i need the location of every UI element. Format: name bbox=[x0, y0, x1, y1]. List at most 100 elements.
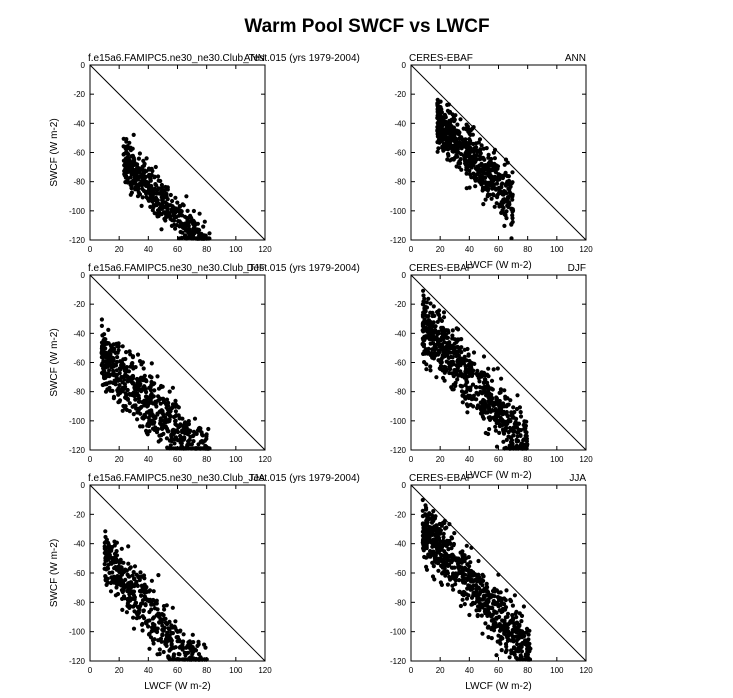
data-point bbox=[432, 555, 438, 560]
data-point bbox=[148, 177, 153, 182]
data-point bbox=[510, 603, 515, 608]
data-point bbox=[439, 345, 444, 350]
x-tick-label: 0 bbox=[409, 455, 414, 464]
data-point bbox=[502, 404, 507, 409]
data-point bbox=[455, 154, 460, 159]
data-point bbox=[141, 169, 146, 174]
data-point bbox=[189, 442, 194, 447]
data-point bbox=[451, 374, 456, 379]
data-point bbox=[166, 403, 171, 408]
data-point bbox=[518, 433, 523, 438]
data-point bbox=[460, 553, 465, 558]
data-point bbox=[139, 203, 144, 208]
data-point bbox=[480, 176, 485, 181]
data-point bbox=[134, 387, 139, 392]
data-point bbox=[455, 364, 460, 369]
panel-title-right: JJA bbox=[569, 473, 586, 484]
x-tick-label: 100 bbox=[550, 455, 564, 464]
data-point bbox=[142, 179, 148, 184]
data-point bbox=[138, 570, 143, 575]
x-tick-label: 20 bbox=[436, 245, 445, 254]
y-tick-label: -100 bbox=[390, 628, 407, 637]
data-point bbox=[130, 361, 135, 366]
data-point bbox=[500, 417, 505, 422]
data-point bbox=[446, 330, 451, 335]
data-point bbox=[504, 588, 509, 593]
data-point bbox=[509, 413, 514, 418]
data-point bbox=[139, 574, 144, 579]
data-point bbox=[503, 411, 508, 416]
data-point bbox=[460, 571, 465, 576]
data-point bbox=[196, 442, 201, 447]
data-point bbox=[501, 205, 506, 210]
data-point bbox=[158, 401, 163, 406]
x-tick-label: 0 bbox=[409, 245, 414, 254]
data-point bbox=[135, 352, 141, 357]
data-point bbox=[441, 375, 446, 381]
data-point bbox=[160, 410, 165, 415]
data-point bbox=[118, 367, 123, 372]
data-point bbox=[139, 601, 144, 606]
data-point bbox=[514, 443, 519, 448]
x-tick-label: 40 bbox=[144, 245, 153, 254]
data-point bbox=[439, 130, 444, 135]
data-point bbox=[180, 230, 185, 235]
data-point bbox=[477, 137, 483, 142]
x-tick-label: 100 bbox=[229, 666, 243, 675]
data-point bbox=[456, 564, 461, 569]
data-point bbox=[447, 562, 452, 568]
data-point bbox=[166, 626, 171, 631]
scatter-points bbox=[420, 497, 533, 662]
data-point bbox=[159, 227, 164, 232]
data-point bbox=[463, 396, 468, 401]
data-point bbox=[131, 412, 136, 417]
x-tick-label: 60 bbox=[494, 455, 503, 464]
data-point bbox=[465, 144, 470, 149]
data-point bbox=[127, 605, 132, 611]
data-point bbox=[471, 583, 476, 589]
data-point bbox=[421, 288, 426, 293]
data-point bbox=[114, 585, 119, 590]
data-point bbox=[130, 355, 135, 360]
data-point bbox=[174, 628, 179, 633]
data-point bbox=[174, 428, 179, 434]
reference-line bbox=[89, 484, 266, 662]
data-point bbox=[459, 152, 464, 157]
data-point bbox=[436, 535, 441, 541]
data-point bbox=[502, 197, 507, 202]
data-point bbox=[507, 443, 512, 448]
data-point bbox=[464, 402, 469, 407]
data-point bbox=[467, 612, 472, 618]
x-tick-label: 80 bbox=[202, 245, 211, 254]
data-point bbox=[445, 102, 450, 107]
data-point bbox=[140, 589, 145, 594]
data-point bbox=[121, 560, 126, 565]
data-point bbox=[495, 366, 500, 371]
data-point bbox=[441, 570, 446, 575]
data-point bbox=[485, 613, 490, 619]
x-axis-label: LWCF (W m-2) bbox=[144, 681, 210, 692]
data-point bbox=[515, 642, 520, 647]
data-point bbox=[430, 310, 435, 315]
data-point bbox=[421, 293, 426, 298]
y-tick-label: -40 bbox=[394, 329, 406, 338]
data-point bbox=[148, 191, 153, 196]
data-point bbox=[481, 416, 486, 421]
x-tick-label: 40 bbox=[465, 245, 474, 254]
data-point bbox=[173, 398, 178, 403]
data-point bbox=[495, 411, 500, 416]
data-point bbox=[439, 127, 444, 132]
data-point bbox=[436, 118, 441, 123]
x-tick-label: 120 bbox=[258, 666, 272, 675]
data-point bbox=[152, 381, 157, 386]
data-point bbox=[146, 632, 152, 637]
data-point bbox=[503, 213, 508, 218]
y-tick-label: -120 bbox=[69, 446, 86, 455]
data-point bbox=[139, 622, 145, 627]
data-point bbox=[432, 343, 437, 348]
panel-title-right: DJF bbox=[247, 263, 265, 274]
scatter-panel: 0 20 40 60 80 100 120 0 -20 -40 -60 -80 -100 -120 CERE… bbox=[390, 473, 593, 692]
data-point bbox=[521, 604, 527, 609]
data-point bbox=[144, 400, 149, 405]
data-point bbox=[114, 359, 120, 365]
